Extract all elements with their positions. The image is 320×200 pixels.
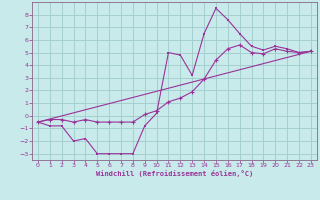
X-axis label: Windchill (Refroidissement éolien,°C): Windchill (Refroidissement éolien,°C) [96,170,253,177]
